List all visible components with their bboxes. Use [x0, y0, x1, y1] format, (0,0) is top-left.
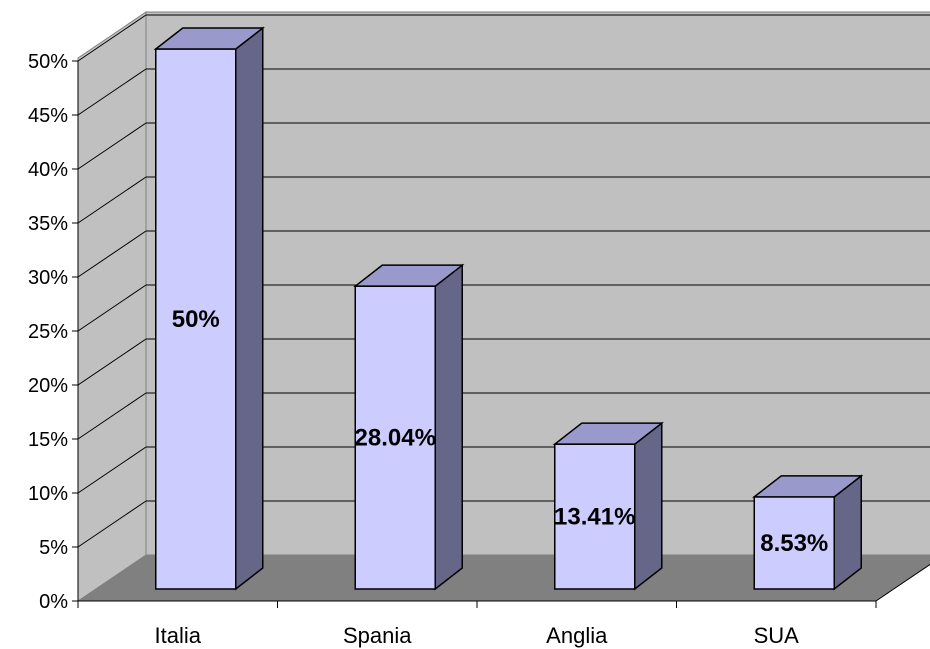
y-tick-label: 40% [28, 159, 68, 181]
y-tick-label: 10% [28, 483, 68, 505]
bar-spania [353, 263, 465, 591]
floor-edge [875, 563, 930, 602]
bars [153, 26, 864, 591]
bar-top [153, 27, 265, 50]
bar-side [235, 26, 264, 591]
bar-anglia [552, 421, 664, 591]
gridlines [77, 14, 930, 548]
y-tick-label: 0% [39, 591, 68, 613]
chart-walls [77, 11, 930, 602]
y-tick-label: 35% [28, 213, 68, 235]
chart-floor [78, 555, 930, 601]
bar-italia [153, 26, 265, 591]
axes: 0% 5% 10% 15% 20% 25% 30% 35% 40% 45% 50% [28, 51, 930, 613]
labels: Italia 50% Spania 28.04% Anglia 13.41% SUA 8.53… [155, 306, 829, 648]
bar-front [554, 443, 636, 590]
bar-top [552, 422, 664, 445]
gridline-diagonal [77, 230, 147, 278]
y-tick-label: 50% [28, 51, 68, 73]
x-tick-label: Spania [343, 623, 412, 648]
bar-top [752, 475, 864, 498]
left-wall [77, 11, 147, 602]
y-tick-label: 30% [28, 267, 68, 289]
gridline-diagonal [77, 122, 147, 170]
y-tick-label: 15% [28, 429, 68, 451]
bar-side [634, 421, 663, 591]
gridline-diagonal [77, 392, 147, 440]
bar-sua [752, 474, 864, 591]
bar-front [753, 496, 835, 590]
y-tick-label: 45% [28, 105, 68, 127]
x-tick-label: Italia [155, 623, 202, 648]
y-tick-label: 25% [28, 321, 68, 343]
data-label: 13.41% [554, 504, 635, 531]
gridline-diagonal [77, 446, 147, 494]
y-tick-label: 5% [39, 537, 68, 559]
bar-top [353, 264, 465, 287]
x-tick-label: Anglia [546, 623, 608, 648]
x-tick-label: SUA [754, 623, 800, 648]
back-wall [145, 11, 930, 556]
gridline-diagonal [77, 500, 147, 548]
bar-side [434, 263, 463, 591]
data-label: 8.53% [760, 530, 828, 557]
gridline-diagonal [77, 284, 147, 332]
gridline-diagonal [77, 68, 147, 116]
gridline-diagonal [77, 338, 147, 386]
gridline-diagonal [77, 176, 147, 224]
data-label: 28.04% [355, 425, 436, 452]
gridline-diagonal [77, 14, 147, 62]
data-label: 50% [172, 306, 220, 333]
bar-front [155, 48, 237, 590]
y-tick-label: 20% [28, 375, 68, 397]
